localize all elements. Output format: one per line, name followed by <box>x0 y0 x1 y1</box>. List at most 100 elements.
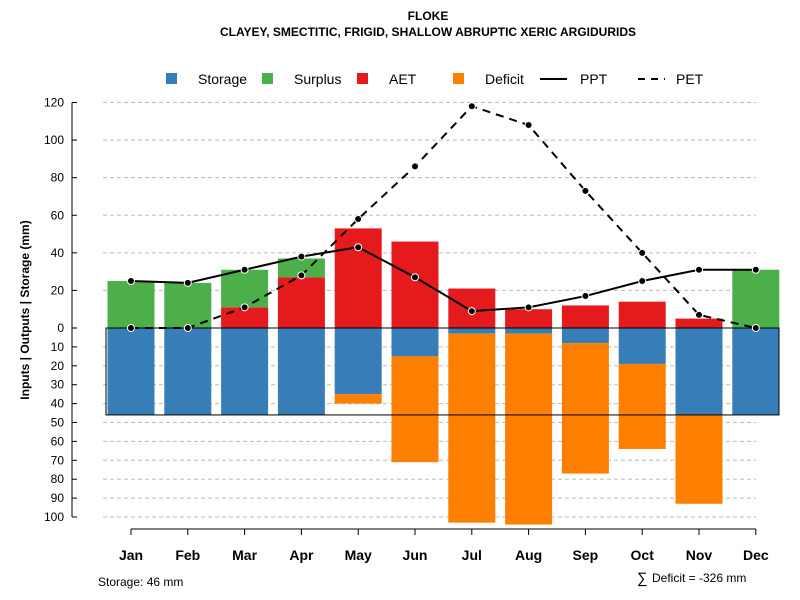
x-tick-label-dec: Dec <box>743 547 769 563</box>
pet-point-aug <box>524 121 533 130</box>
lines <box>127 102 760 332</box>
y-tick-label-upper-80: 80 <box>51 171 65 185</box>
pet-point-nov <box>695 310 703 319</box>
ppt-point-jul <box>467 307 476 316</box>
y-tick-label-lower-80: 80 <box>51 472 65 486</box>
legend: Storage Surplus AET Deficit PPT PET <box>166 71 704 87</box>
storage-capacity-box <box>105 327 780 416</box>
x-tick-label-jul: Jul <box>462 547 482 563</box>
storage-bar-sep <box>561 328 609 344</box>
y-tick-label-upper-60: 60 <box>51 208 65 222</box>
y-tick-label-upper-100: 100 <box>44 133 64 147</box>
y-axis-title: Inputs | Outputs | Storage (mm) <box>18 220 32 399</box>
legend-label-ppt: PPT <box>580 71 608 87</box>
storage-bar-feb <box>164 328 212 415</box>
surplus-bar-dec <box>732 269 780 328</box>
pet-point-apr <box>297 271 306 280</box>
legend-swatch-storage <box>166 73 177 84</box>
storage-bar-dec <box>732 328 780 415</box>
x-tick-label-apr: Apr <box>289 547 314 563</box>
pet-point-feb <box>183 324 192 332</box>
deficit-bar-oct <box>618 363 666 449</box>
ppt-point-mar <box>240 265 249 274</box>
x-tick-label-may: May <box>345 547 372 563</box>
sum-symbol: ∑ <box>637 570 648 587</box>
legend-label-deficit: Deficit <box>485 71 524 87</box>
ppt-point-nov <box>695 265 703 274</box>
x-tick-label-jan: Jan <box>119 547 143 563</box>
ppt-point-jun <box>411 273 419 282</box>
y-tick-label-lower-70: 70 <box>51 453 65 467</box>
pet-point-mar <box>240 303 249 312</box>
legend-swatch-aet <box>357 73 368 84</box>
storage-bar-aug <box>505 328 553 334</box>
x-tick-label-aug: Aug <box>515 547 542 563</box>
pet-point-sep <box>581 186 590 195</box>
storage-bar-jan <box>107 328 155 415</box>
deficit-bar-nov <box>675 414 723 504</box>
storage-bar-apr <box>277 328 325 415</box>
ppt-point-aug <box>524 303 533 312</box>
legend-label-pet: PET <box>676 71 704 87</box>
aet-bar-aug <box>505 309 553 328</box>
ppt-point-dec <box>751 265 760 274</box>
chart-subtitle: CLAYEY, SMECTITIC, FRIGID, SHALLOW ABRUP… <box>220 25 636 39</box>
legend-label-surplus: Surplus <box>294 71 341 87</box>
y-tick-label-lower-90: 90 <box>51 491 65 505</box>
pet-point-dec <box>751 324 760 332</box>
overlay <box>105 327 780 416</box>
surplus-bar-feb <box>164 282 212 328</box>
y-tick-label-upper-20: 20 <box>51 283 65 297</box>
storage-bar-jul <box>448 328 496 334</box>
y-tick-label-upper-40: 40 <box>51 246 65 260</box>
ppt-point-jan <box>127 277 135 286</box>
aet-bar-apr <box>277 277 325 328</box>
legend-swatch-surplus <box>262 73 273 84</box>
x-axis: Jan Feb Mar Apr May Jun Jul Aug Sep Oct Nov Dec <box>119 528 769 563</box>
aet-bar-jun <box>391 241 439 328</box>
storage-bar-mar <box>221 328 269 415</box>
surplus-bar-mar <box>221 269 269 308</box>
aet-bar-nov <box>675 318 723 328</box>
y-tick-label-lower-30: 30 <box>51 378 65 392</box>
y-tick-label-upper-0: 0 <box>57 321 64 335</box>
storage-bar-nov <box>675 328 723 415</box>
x-tick-label-mar: Mar <box>232 547 257 563</box>
legend-label-storage: Storage <box>198 71 247 87</box>
pet-point-may <box>354 215 363 224</box>
chart-title: FLOKE <box>408 9 449 23</box>
deficit-bar-aug <box>505 333 553 525</box>
x-tick-label-sep: Sep <box>573 547 599 563</box>
ppt-point-sep <box>581 292 590 301</box>
x-tick-label-jun: Jun <box>403 547 428 563</box>
pet-point-jul <box>467 102 476 111</box>
y-tick-label-lower-60: 60 <box>51 434 65 448</box>
x-tick-label-nov: Nov <box>686 547 713 563</box>
y-tick-label-lower-50: 50 <box>51 416 65 430</box>
aet-bar-oct <box>618 301 666 328</box>
ppt-line <box>130 246 756 313</box>
deficit-footer: Deficit = -326 mm <box>652 571 746 585</box>
y-axis: 120 100 80 60 40 20 0 10 20 30 40 50 60 70 80 90 100 <box>44 96 77 524</box>
pet-point-jun <box>411 162 419 171</box>
deficit-bar-jul <box>448 333 496 523</box>
y-tick-label-lower-40: 40 <box>51 397 65 411</box>
pet-line <box>131 105 757 329</box>
deficit-bar-may <box>334 394 382 404</box>
legend-label-aet: AET <box>389 71 417 87</box>
deficit-bar-jun <box>391 356 439 463</box>
bars <box>107 228 780 525</box>
surplus-bar-jan <box>107 281 155 328</box>
storage-bar-oct <box>618 328 666 364</box>
gridlines <box>103 102 756 518</box>
x-tick-label-oct: Oct <box>631 547 655 563</box>
y-tick-label-lower-10: 10 <box>51 340 65 354</box>
ppt-point-feb <box>183 278 192 287</box>
ppt-point-may <box>354 243 363 252</box>
y-tick-label-lower-100: 100 <box>44 510 64 524</box>
legend-swatch-deficit <box>453 73 464 84</box>
ppt-point-apr <box>297 252 306 261</box>
storage-bar-jun <box>391 328 439 357</box>
y-tick-label-upper-120: 120 <box>44 96 64 110</box>
